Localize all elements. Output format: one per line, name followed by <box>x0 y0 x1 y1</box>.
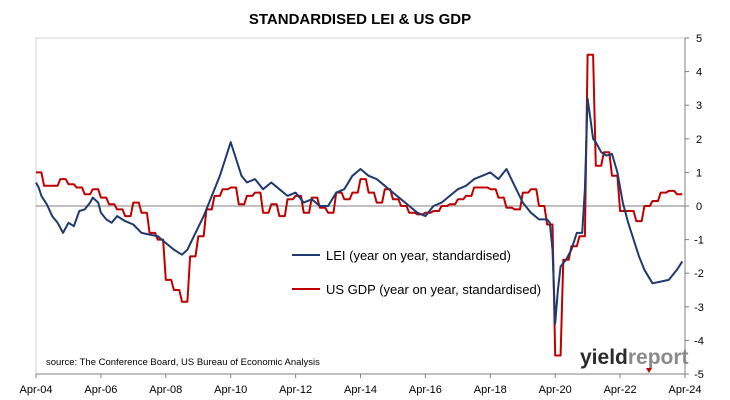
y-tick-label: -5 <box>694 369 704 381</box>
series-layer <box>35 53 684 357</box>
logo-accent-triangle <box>646 368 652 373</box>
x-tick-label: Apr-22 <box>604 384 637 396</box>
x-tick-label: Apr-16 <box>409 384 442 396</box>
y-tick-label: 4 <box>696 67 702 79</box>
x-tick-label: Apr-20 <box>539 384 572 396</box>
logo-text-part1: yield <box>580 346 628 369</box>
y-tick-label: -4 <box>694 335 704 347</box>
logo-text-part2: report <box>628 346 689 369</box>
y-tick-label: -3 <box>694 302 704 314</box>
x-tick-label: Apr-24 <box>668 384 701 396</box>
legend-label-lei: LEI (year on year, standardised) <box>326 248 511 263</box>
y-tick-label: -1 <box>694 235 704 247</box>
x-tick-label: Apr-08 <box>149 384 182 396</box>
x-axis-ticks: Apr-04 Apr-06 Apr-08 Apr-10 Apr-12 Apr-14 Apr-… <box>19 374 702 396</box>
x-tick-label: Apr-18 <box>474 384 507 396</box>
x-tick-label: Apr-10 <box>214 384 247 396</box>
x-tick-label: Apr-06 <box>84 384 117 396</box>
y-axis-ticks: -5 -4 -3 -2 -1 0 1 2 3 4 5 <box>685 33 704 381</box>
series-line-gdp <box>36 53 683 357</box>
legend: LEI (year on year, standardised) US GDP … <box>292 248 541 297</box>
y-tick-label: 1 <box>696 167 702 179</box>
x-tick-label: Apr-14 <box>344 384 377 396</box>
y-tick-label: 2 <box>696 134 702 146</box>
y-tick-label: -2 <box>694 268 704 280</box>
yieldreport-logo: yieldreport <box>580 346 689 373</box>
logo-text: yieldreport <box>580 346 689 369</box>
chart-title: STANDARDISED LEI & US GDP <box>249 11 471 28</box>
y-tick-label: 3 <box>696 100 702 112</box>
x-tick-label: Apr-12 <box>279 384 312 396</box>
y-tick-label: 0 <box>696 201 702 213</box>
y-tick-label: 5 <box>696 33 702 45</box>
series-line-lei <box>35 97 684 325</box>
source-note: source: The Conference Board, US Bureau … <box>46 357 320 368</box>
legend-label-gdp: US GDP (year on year, standardised) <box>326 282 541 297</box>
x-tick-label: Apr-04 <box>19 384 52 396</box>
